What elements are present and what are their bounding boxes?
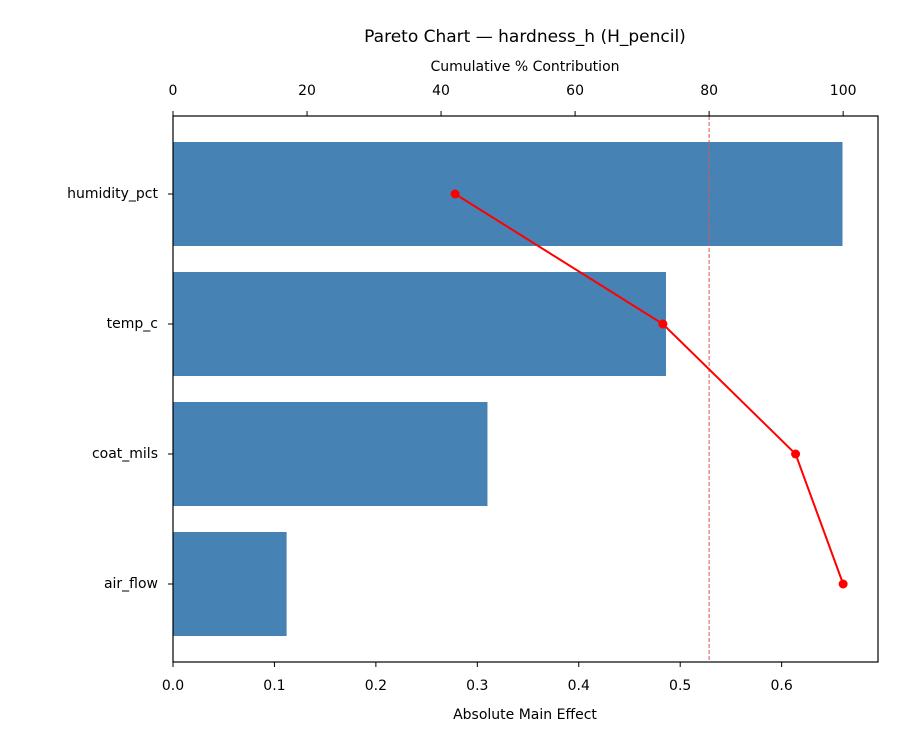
x2-tick-label: 20 [298,83,316,99]
x-axis-label: Absolute Main Effect [453,707,597,723]
y-tick-label: temp_c [107,316,158,332]
x-tick-label: 0.4 [568,678,590,694]
x2-tick-label: 100 [830,83,857,99]
cumulative-point [450,189,460,199]
cumulative-point [838,579,848,589]
bar [173,402,488,506]
x2-axis-label: Cumulative % Contribution [430,59,619,75]
x-tick-label: 0.6 [771,678,793,694]
x2-tick-label: 60 [566,83,584,99]
y-tick-label: coat_mils [92,446,158,462]
x-tick-label: 0.2 [365,678,387,694]
y-tick-label: air_flow [104,576,158,592]
chart-title: Pareto Chart — hardness_h (H_pencil) [364,27,686,47]
x2-tick-label: 0 [169,83,178,99]
cumulative-line [454,193,845,585]
bar [173,272,666,376]
bar [173,532,287,636]
plot-frame [172,115,879,663]
x-tick-label: 0.3 [466,678,488,694]
x-tick-label: 0.5 [669,678,691,694]
y-tick-label: humidity_pct [67,186,158,202]
cumulative-point [791,449,801,459]
x-tick-label: 0.1 [263,678,285,694]
x2-tick-label: 40 [432,83,450,99]
x-tick-label: 0.0 [162,678,184,694]
x2-tick-label: 80 [700,83,718,99]
bar [173,142,843,246]
cumulative-point [658,319,668,329]
